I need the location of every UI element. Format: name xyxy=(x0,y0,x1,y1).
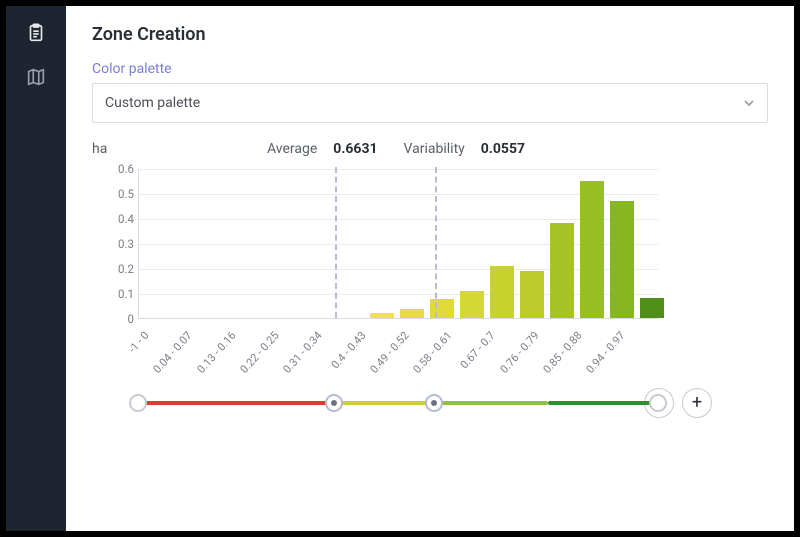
x-tick: 0.22 - 0.25 xyxy=(238,329,282,376)
clipboard-icon[interactable] xyxy=(23,20,49,46)
x-tick: 0.76 - 0.79 xyxy=(497,329,541,376)
histogram-bar xyxy=(400,309,424,318)
chevron-down-icon xyxy=(743,97,755,109)
sidebar xyxy=(6,6,66,531)
slider-handle-inner[interactable] xyxy=(425,394,443,412)
variability-label: Variability xyxy=(404,141,465,157)
page-title: Zone Creation xyxy=(92,24,768,45)
histogram-chart: 0 0.1 0.2 0.3 0.4 0.5 0.6 -1 - 00.04 - 0.070.13… xyxy=(92,163,712,373)
x-tick: 0.58 - 0.61 xyxy=(411,329,455,376)
x-tick: 0.13 - 0.16 xyxy=(194,329,238,376)
main-panel: Zone Creation Color palette Custom palet… xyxy=(66,6,794,531)
stats-row: ha Average 0.6631 Variability 0.0557 xyxy=(92,141,768,157)
palette-label: Color palette xyxy=(92,61,768,77)
x-tick: 0.4 - 0.43 xyxy=(328,329,368,371)
variability-value: 0.0557 xyxy=(481,141,525,157)
x-tick: -1 - 0 xyxy=(126,329,152,355)
palette-selected-value: Custom palette xyxy=(105,95,200,111)
x-tick: 0.04 - 0.07 xyxy=(151,329,195,376)
y-tick: 0 xyxy=(92,312,134,326)
slider-handle-outer[interactable] xyxy=(129,394,147,412)
slider-handle-inner[interactable] xyxy=(325,394,343,412)
range-slider[interactable] xyxy=(138,385,644,421)
slider-handle-outer[interactable] xyxy=(649,394,667,412)
average-value: 0.6631 xyxy=(333,141,377,157)
histogram-bar xyxy=(460,291,484,319)
histogram-bar xyxy=(430,299,454,318)
unit-label: ha xyxy=(92,141,122,157)
histogram-bar xyxy=(490,266,514,319)
histogram-bar xyxy=(640,298,664,318)
slider-segment xyxy=(434,401,548,405)
histogram-bar xyxy=(370,313,394,318)
slider-segment xyxy=(334,401,434,405)
x-tick: 0.49 - 0.52 xyxy=(367,329,411,376)
slider-segment xyxy=(138,401,334,405)
x-tick: 0.94 - 0.97 xyxy=(584,329,628,376)
add-zone-button[interactable]: + xyxy=(682,388,712,418)
x-tick: 0.85 - 0.88 xyxy=(541,329,585,376)
map-icon[interactable] xyxy=(23,64,49,90)
reference-line xyxy=(435,167,437,318)
reference-line xyxy=(335,167,337,318)
x-tick: 0.31 - 0.34 xyxy=(281,329,325,376)
slider-segment xyxy=(548,401,658,405)
y-tick: 0.4 xyxy=(92,212,134,226)
x-tick: 0.67 - 0.7 xyxy=(458,329,498,371)
y-tick: 0.2 xyxy=(92,262,134,276)
y-tick: 0.1 xyxy=(92,287,134,301)
y-tick: 0.3 xyxy=(92,237,134,251)
histogram-bar xyxy=(580,181,604,319)
average-label: Average xyxy=(267,141,317,157)
y-tick: 0.6 xyxy=(92,162,134,176)
palette-select[interactable]: Custom palette xyxy=(92,83,768,123)
histogram-bar xyxy=(610,201,634,319)
histogram-bar xyxy=(520,271,544,319)
y-tick: 0.5 xyxy=(92,187,134,201)
histogram-bar xyxy=(550,223,574,318)
